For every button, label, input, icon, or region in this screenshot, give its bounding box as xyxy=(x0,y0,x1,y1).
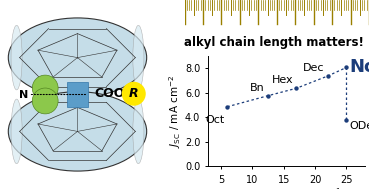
Ellipse shape xyxy=(32,88,58,114)
Text: Bn: Bn xyxy=(250,83,265,93)
Text: R: R xyxy=(129,87,139,100)
Ellipse shape xyxy=(8,18,147,97)
Text: Dec: Dec xyxy=(303,63,325,73)
Y-axis label: $\it{J}$$_{\mathrm{SC}}$ / mA cm$^{-2}$: $\it{J}$$_{\mathrm{SC}}$ / mA cm$^{-2}$ xyxy=(168,74,183,148)
Point xyxy=(224,105,230,108)
Ellipse shape xyxy=(11,99,22,164)
Text: ODec: ODec xyxy=(349,122,369,132)
Ellipse shape xyxy=(32,75,58,101)
Point xyxy=(344,119,349,122)
Text: Oct: Oct xyxy=(205,115,224,125)
Bar xyxy=(67,82,88,107)
Circle shape xyxy=(122,82,146,106)
Ellipse shape xyxy=(11,25,22,90)
Ellipse shape xyxy=(133,99,144,164)
Point xyxy=(265,94,271,97)
X-axis label: Solubility / mmol L$^{-1}$: Solubility / mmol L$^{-1}$ xyxy=(232,186,341,189)
Text: Non: Non xyxy=(349,58,369,76)
Text: alkyl chain length matters!: alkyl chain length matters! xyxy=(184,36,363,49)
Text: Hex: Hex xyxy=(272,75,293,85)
Point xyxy=(325,74,331,77)
Point xyxy=(293,87,299,90)
Ellipse shape xyxy=(8,92,147,171)
Ellipse shape xyxy=(133,25,144,90)
Text: N: N xyxy=(19,90,29,99)
Text: COO: COO xyxy=(94,87,124,100)
Point xyxy=(344,66,349,69)
